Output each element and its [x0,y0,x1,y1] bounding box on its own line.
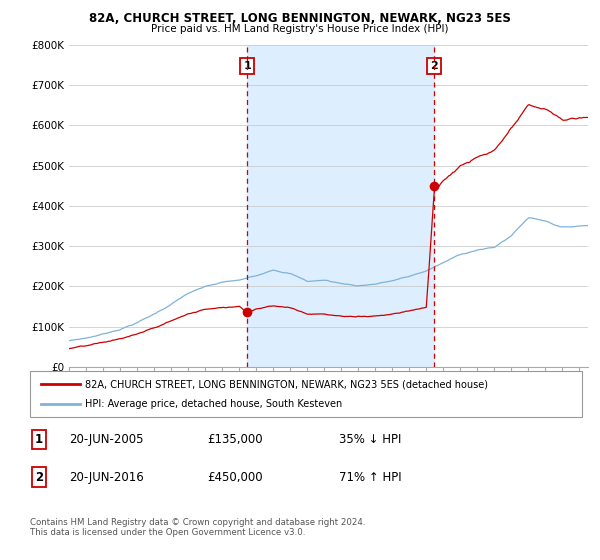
Text: £450,000: £450,000 [207,470,263,484]
Text: Price paid vs. HM Land Registry's House Price Index (HPI): Price paid vs. HM Land Registry's House … [151,24,449,34]
Text: 82A, CHURCH STREET, LONG BENNINGTON, NEWARK, NG23 5ES (detached house): 82A, CHURCH STREET, LONG BENNINGTON, NEW… [85,379,488,389]
Bar [247,45,434,367]
Text: Contains HM Land Registry data © Crown copyright and database right 2024.
This d: Contains HM Land Registry data © Crown c… [30,518,365,538]
Text: 1: 1 [35,433,43,446]
FancyBboxPatch shape [30,371,582,417]
Text: 1: 1 [243,60,251,71]
Text: 2: 2 [430,60,438,71]
Text: 20-JUN-2016: 20-JUN-2016 [69,470,144,484]
Text: HPI: Average price, detached house, South Kesteven: HPI: Average price, detached house, Sout… [85,399,343,409]
Text: 82A, CHURCH STREET, LONG BENNINGTON, NEWARK, NG23 5ES: 82A, CHURCH STREET, LONG BENNINGTON, NEW… [89,12,511,25]
Text: £135,000: £135,000 [207,433,263,446]
Text: 20-JUN-2005: 20-JUN-2005 [69,433,143,446]
Text: 2: 2 [35,470,43,484]
Text: 71% ↑ HPI: 71% ↑ HPI [339,470,401,484]
Text: 35% ↓ HPI: 35% ↓ HPI [339,433,401,446]
